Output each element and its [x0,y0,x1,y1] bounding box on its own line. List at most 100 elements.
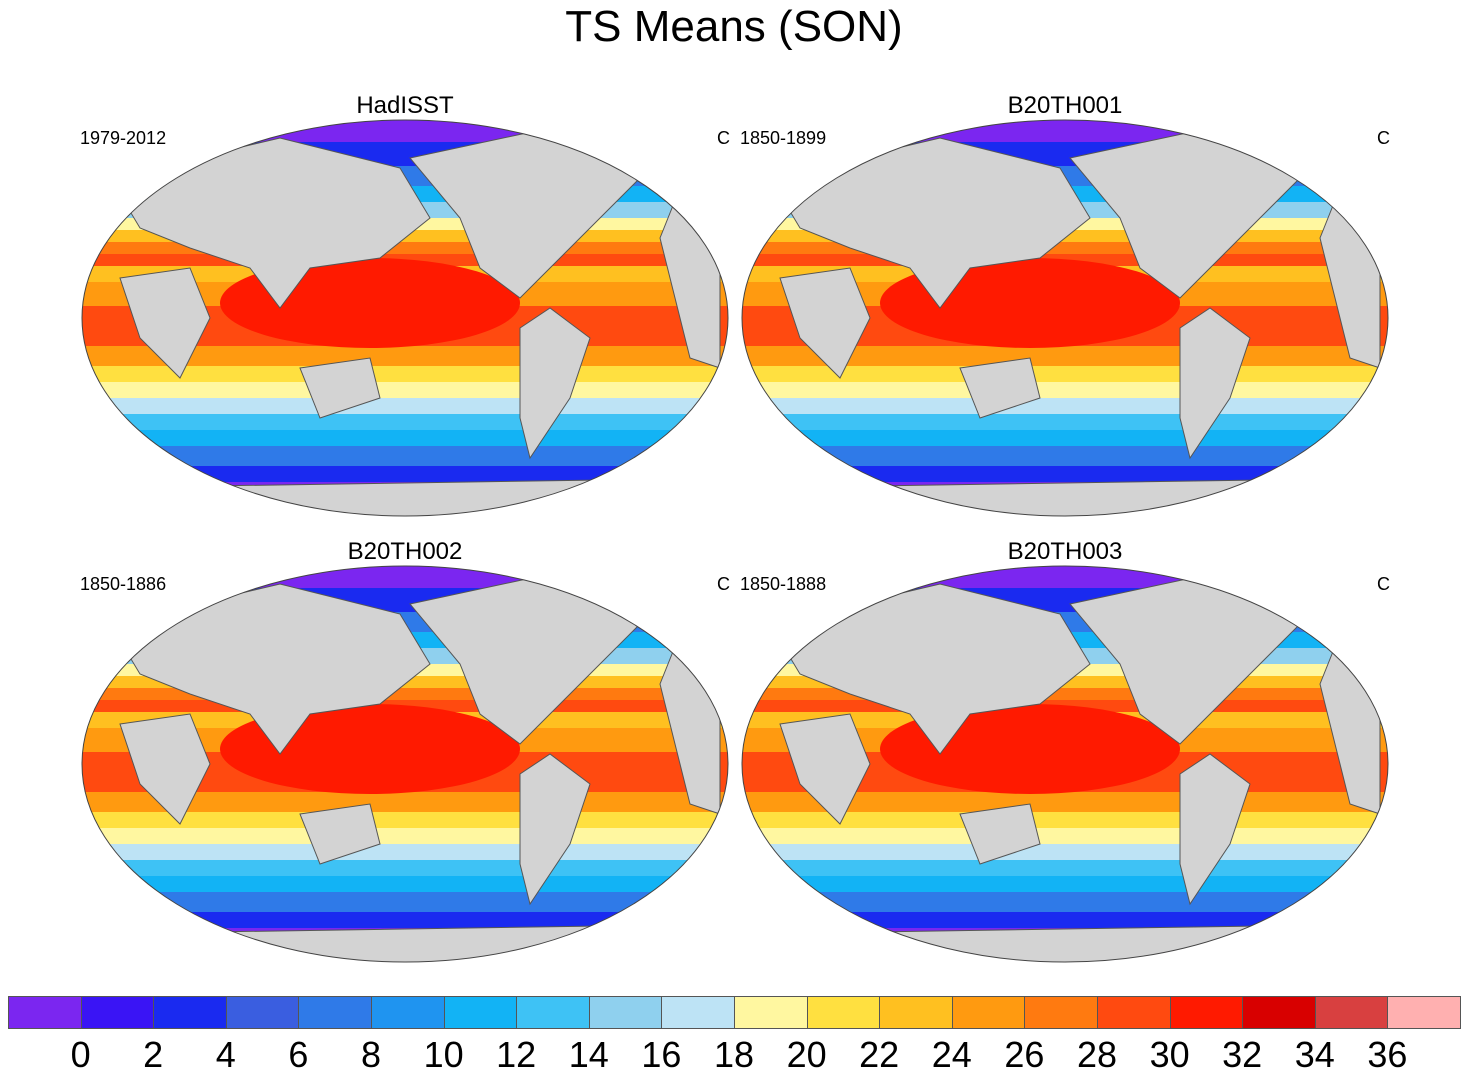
land-antarctica [742,477,1388,516]
temperature-band [82,242,728,255]
colorbar-box [951,996,1026,1029]
colorbar-box [80,996,155,1029]
map-panel: B20TH001 1850-1899 C [740,92,1390,550]
map-outline [741,119,1389,517]
world-map [741,119,1389,517]
map-outline [81,565,729,963]
land-africa [779,267,871,379]
panel-units: C [1377,128,1390,148]
temperature-band [82,430,728,447]
temperature-band [82,828,728,845]
land-australia [299,357,381,419]
temperature-band [742,844,1388,861]
map-outline [741,565,1389,963]
colorbar-label: 14 [568,1034,609,1075]
panel-title: B20TH002 [347,538,463,565]
panel-units: C [717,128,730,148]
colorbar-box [1024,996,1098,1029]
colorbar-box [371,996,445,1029]
colorbar-label: 8 [360,1034,382,1075]
land-south-america [519,307,591,460]
colorbar-box [1242,996,1316,1029]
temperature-band [82,566,728,589]
colorbar-label: 6 [288,1034,309,1075]
panel-title: HadISST [356,92,454,119]
colorbar-box [1387,996,1461,1029]
panel-units: C [717,574,730,594]
land-south-america [1179,307,1251,460]
temperature-band [82,844,728,861]
colorbar-box [153,996,227,1029]
colorbar-label: 28 [1076,1034,1118,1075]
land-australia [959,357,1041,419]
temperature-band [742,142,1388,167]
temperature-band [742,446,1388,467]
land-africa [119,267,211,379]
land-eurasia [769,137,1091,309]
colorbar-label: 4 [215,1034,236,1075]
land-australia [299,803,381,865]
temperature-band [742,382,1388,399]
panel-period: 1979-2012 [80,128,167,148]
colorbar-box [443,996,518,1029]
world-map [81,565,729,963]
colorbar-box [225,996,300,1029]
colorbar-label: 36 [1367,1034,1408,1075]
temperature-band [82,382,728,399]
temperature-band [742,828,1388,845]
colorbar-box [8,996,82,1029]
colorbar-box [298,996,372,1029]
temperature-band [742,688,1388,701]
colorbar-box [1169,996,1244,1029]
colorbar-label: 0 [70,1034,91,1075]
colorbar-box [734,996,808,1029]
temperature-band [82,876,728,893]
temperature-band [742,466,1388,483]
colorbar-label: 12 [496,1034,537,1075]
colorbar-label: 20 [786,1034,827,1075]
map-panel: HadISST 1979-2012 C [80,92,730,550]
colorbar-box [879,996,953,1029]
colorbar-label: 26 [1004,1034,1045,1075]
temperature-band [82,860,728,877]
temperature-band [82,446,728,467]
figure-title: TS Means (SON) [565,2,903,51]
temperature-band [82,120,728,143]
land-south-america [519,753,591,906]
land-south-america [1179,753,1251,906]
land-antarctica [742,923,1388,962]
temperature-band [742,398,1388,415]
temperature-band [742,430,1388,447]
colorbar-box [1097,996,1171,1029]
world-map [81,119,729,517]
panel-period: 1850-1886 [80,574,167,594]
colorbar-box [1314,996,1389,1029]
temperature-band [742,120,1388,143]
colorbar-label: 32 [1222,1034,1263,1075]
temperature-band [82,142,728,167]
land-africa [779,713,871,825]
colorbar-label: 34 [1294,1034,1335,1075]
temperature-band [742,242,1388,255]
land-africa [119,713,211,825]
colorbar-label: 30 [1149,1034,1190,1075]
map-panel: B20TH002 1850-1886 C [80,538,730,996]
panel-period: 1850-1899 [740,128,827,148]
colorbar-box [661,996,735,1029]
panel-title: B20TH003 [1007,538,1123,565]
land-antarctica [82,923,728,962]
land-eurasia [769,583,1091,755]
map-panel: B20TH003 1850-1888 C [740,538,1390,996]
temperature-band [742,912,1388,929]
colorbar-label: 22 [859,1034,900,1075]
colorbar-label: 2 [143,1034,164,1075]
temperature-band [82,398,728,415]
colorbar-box [806,996,881,1029]
colorbar-label: 10 [423,1034,464,1075]
panel-title: B20TH001 [1007,92,1123,119]
land-australia [959,803,1041,865]
land-eurasia [109,583,431,755]
map-outline [81,119,729,517]
colorbar-label: 16 [641,1034,682,1075]
colorbar-label: 18 [713,1034,755,1075]
